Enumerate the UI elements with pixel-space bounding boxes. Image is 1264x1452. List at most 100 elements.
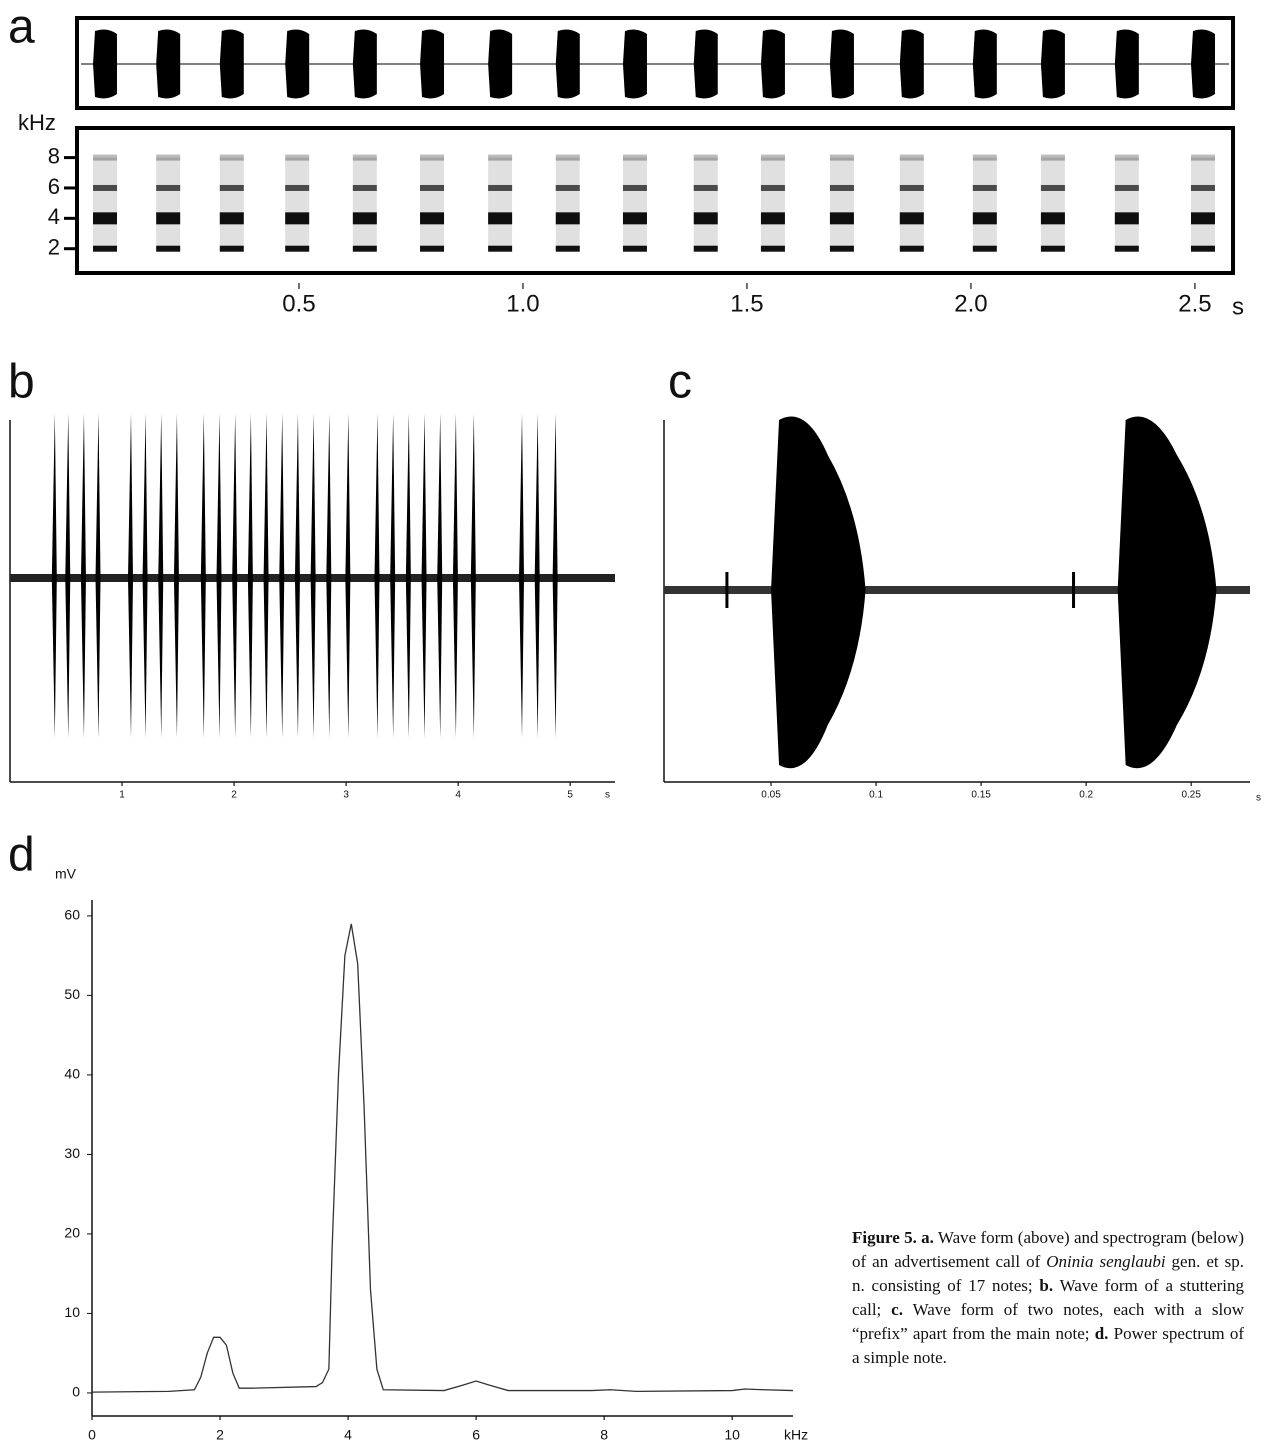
note-band	[488, 212, 513, 225]
note-energy	[760, 157, 785, 249]
pulse	[158, 413, 164, 738]
note-energy	[156, 157, 181, 249]
note-band	[420, 184, 445, 191]
note-band	[1190, 154, 1215, 161]
note-waveform	[285, 29, 310, 99]
x-axis-label: s	[1256, 793, 1261, 804]
note-band	[488, 154, 513, 161]
note-waveform	[693, 29, 718, 99]
caption-text: Wave form of a stuttering call;	[852, 1276, 1244, 1319]
note-band	[285, 245, 310, 252]
x-axis-label: s	[1232, 293, 1244, 320]
note-energy	[1040, 157, 1065, 249]
caption-text: Figure 5. a.	[852, 1228, 934, 1247]
note-energy	[219, 157, 244, 249]
pulse	[263, 413, 269, 738]
note-burst	[1117, 416, 1217, 769]
pulse	[421, 413, 427, 738]
x-tick-label: 0.5	[282, 290, 315, 317]
pulse	[247, 413, 253, 738]
note-band	[555, 154, 580, 161]
note-energy	[93, 157, 118, 249]
note-band	[93, 184, 118, 191]
note-band	[760, 184, 785, 191]
y-tick-label: 50	[64, 986, 80, 1002]
note-energy	[829, 157, 854, 249]
caption-text: gen. et sp. n. consisting of 17 notes;	[852, 1252, 1244, 1295]
note-waveform	[156, 29, 181, 99]
note-band	[972, 245, 997, 252]
panel-letter: d	[8, 829, 35, 882]
note-band	[1114, 245, 1139, 252]
x-tick-label: 0.05	[761, 790, 781, 801]
x-tick-label: 3	[343, 790, 349, 801]
note-band	[420, 212, 445, 225]
pulse	[452, 413, 458, 738]
note-band	[760, 212, 785, 225]
note-band	[760, 154, 785, 161]
note-band	[156, 154, 181, 161]
note-energy	[420, 157, 445, 249]
note-band	[1114, 154, 1139, 161]
pulse	[519, 413, 525, 738]
y-tick-label: 60	[64, 907, 80, 923]
note-band	[285, 212, 310, 225]
caption: Figure 5. a. Wave form (above) and spect…	[852, 1226, 1244, 1370]
prefix	[1072, 572, 1076, 608]
note-energy	[1190, 157, 1215, 249]
x-tick-label: 10	[724, 1427, 740, 1443]
note-waveform	[488, 29, 513, 99]
x-tick-label: 0.2	[1079, 790, 1093, 801]
waveform-frame	[75, 16, 1235, 110]
x-tick-label: 6	[472, 1427, 480, 1443]
note-burst	[771, 416, 866, 769]
note-band	[622, 154, 647, 161]
pulse	[405, 413, 411, 738]
x-tick-label: 5	[567, 790, 573, 801]
spectrogram-frame	[75, 126, 1235, 275]
pulse	[95, 413, 101, 738]
note-band	[693, 245, 718, 252]
pulse	[216, 413, 222, 738]
note-waveform	[1040, 29, 1065, 99]
caption-text: c.	[891, 1300, 903, 1319]
x-tick-label: 2	[231, 790, 237, 801]
note-energy	[972, 157, 997, 249]
x-axis-label: s	[605, 790, 610, 801]
note-band	[622, 245, 647, 252]
caption-text: Oninia senglaubi	[1046, 1252, 1166, 1271]
caption-text: d.	[1094, 1324, 1109, 1343]
note-band	[972, 212, 997, 225]
note-waveform	[760, 29, 785, 99]
note-waveform	[352, 29, 377, 99]
noise	[664, 586, 1250, 594]
y-tick-label: 10	[64, 1304, 80, 1320]
note-band	[219, 212, 244, 225]
note-band	[488, 245, 513, 252]
pulse	[65, 413, 71, 738]
pulse	[326, 413, 332, 738]
y-axis-label: mV	[55, 866, 77, 882]
note-waveform	[1190, 29, 1215, 99]
note-energy	[285, 157, 310, 249]
y-tick-label: 2	[48, 235, 60, 260]
note-band	[972, 154, 997, 161]
note-band	[1114, 184, 1139, 191]
y-axis-label: kHz	[18, 110, 56, 135]
note-waveform	[622, 29, 647, 99]
y-tick-label: 0	[72, 1384, 80, 1400]
note-waveform	[219, 29, 244, 99]
note-band	[156, 212, 181, 225]
caption-text: Wave form of two notes, each with a slow…	[852, 1300, 1244, 1343]
pulse	[390, 413, 396, 738]
pulse	[310, 413, 316, 738]
note-band	[760, 245, 785, 252]
caption-text: Power spectrum of a simple note.	[852, 1324, 1244, 1367]
note-band	[829, 245, 854, 252]
pulse	[552, 413, 558, 738]
pulse	[173, 413, 179, 738]
caption-text: Wave form (above) and spectrogram (below…	[852, 1228, 1244, 1271]
panel-letter: b	[8, 356, 35, 409]
note-band	[1190, 184, 1215, 191]
y-tick-label: 20	[64, 1225, 80, 1241]
